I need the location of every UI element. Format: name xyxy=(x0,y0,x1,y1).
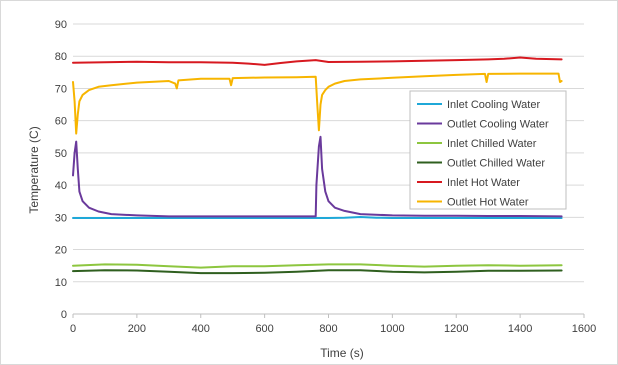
y-tick-label: 20 xyxy=(55,245,67,257)
x-tick-label: 1400 xyxy=(508,323,532,335)
y-tick-label: 0 xyxy=(61,309,67,321)
x-tick-label: 0 xyxy=(70,323,76,335)
x-tick-label: 1000 xyxy=(380,323,404,335)
y-tick-label: 70 xyxy=(55,83,67,95)
series-line-inlet-cooling-water xyxy=(72,216,563,219)
series-line-outlet-chilled-water xyxy=(72,269,563,275)
x-tick-label: 1600 xyxy=(572,323,596,335)
series-line-outlet-hot-water xyxy=(72,72,563,135)
y-tick-label: 80 xyxy=(55,51,67,63)
axes: 0 10 20 30 40 50 60 70 80 90 0 200 400 600 800 1000 1200… xyxy=(55,19,596,335)
y-tick-label: 90 xyxy=(55,19,67,31)
x-axis-title: Time (s) xyxy=(320,346,364,360)
y-axis-title: Temperature (C) xyxy=(27,126,41,213)
legend-label-inlet-chilled-water: Inlet Chilled Water xyxy=(447,138,537,150)
x-tick-label: 800 xyxy=(319,323,337,335)
legend-label-outlet-cooling-water: Outlet Cooling Water xyxy=(447,119,549,131)
x-tick-label: 400 xyxy=(192,323,210,335)
y-tick-label: 30 xyxy=(55,212,67,224)
x-tick-label: 200 xyxy=(128,323,146,335)
legend-label-outlet-hot-water: Outlet Hot Water xyxy=(447,197,529,209)
y-tick-label: 50 xyxy=(55,148,67,160)
series-line-inlet-hot-water xyxy=(72,56,563,66)
y-tick-label: 10 xyxy=(55,277,67,289)
x-tick-label: 600 xyxy=(255,323,273,335)
legend: Inlet Cooling Water Outlet Cooling Water I… xyxy=(409,90,567,210)
series-lines xyxy=(72,56,563,275)
y-tick-label: 40 xyxy=(55,180,67,192)
series-line-inlet-chilled-water xyxy=(72,263,563,269)
y-tick-label: 60 xyxy=(55,116,67,128)
x-tick-label: 1200 xyxy=(444,323,468,335)
series-line-outlet-cooling-water xyxy=(72,135,563,218)
legend-label-outlet-chilled-water: Outlet Chilled Water xyxy=(447,158,545,170)
legend-label-inlet-cooling-water: Inlet Cooling Water xyxy=(447,99,540,111)
legend-box xyxy=(409,90,567,210)
legend-label-inlet-hot-water: Inlet Hot Water xyxy=(447,177,520,189)
